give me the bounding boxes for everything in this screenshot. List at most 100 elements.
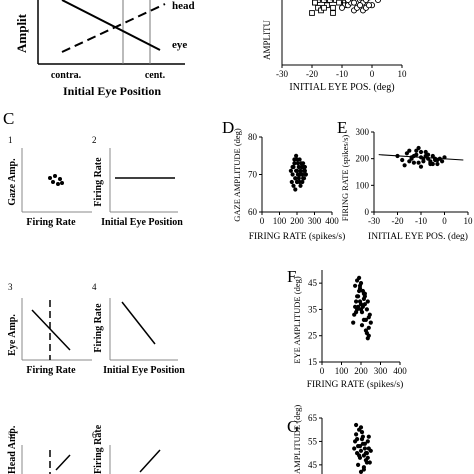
panel-e-ytick-label: 100	[356, 180, 370, 190]
panel-d-point	[301, 168, 307, 173]
panel-g-ytick-label: 45	[308, 460, 318, 470]
panel-d-xlabel: FIRING RATE (spikes/s)	[249, 231, 346, 242]
panel-g-point	[362, 446, 367, 451]
panel-e-point	[400, 157, 405, 163]
panel-g-point	[362, 441, 367, 446]
panel-g-ylabel: AMPLITUDE (deg)	[292, 405, 302, 474]
panel-d-point	[298, 168, 303, 173]
panel-e-yticks: 0 100 200 300	[356, 127, 374, 217]
top-right-square-point	[321, 0, 327, 3]
panel-f-xlabel: FIRING RATE (spikes/s)	[307, 379, 404, 390]
panel-g-point	[359, 430, 365, 435]
panel-e-points	[378, 145, 464, 169]
panel-g-point	[356, 462, 361, 467]
panel-d-point	[290, 172, 295, 177]
top-right-square-point	[315, 0, 321, 3]
panel-f-xtick-label: 100	[335, 366, 349, 376]
top-right-points	[309, 0, 382, 16]
top-right-square-point	[327, 0, 333, 3]
panel-f-point	[362, 302, 367, 307]
panel-e-point	[407, 148, 412, 153]
panel-d-yticks: 60 70 80	[248, 132, 262, 217]
panel-g: AMPLITUDE (deg) 45 55 65	[292, 405, 373, 474]
panel-d-point	[289, 179, 294, 185]
panel-d-point	[296, 172, 301, 177]
panel-letter-g: G	[287, 417, 299, 436]
top-right-square-point	[333, 0, 339, 3]
top-right-square-point	[330, 10, 336, 16]
schematic-4: 4 Firing Rate Initial Eye Position	[92, 282, 185, 376]
panel-f-point	[354, 310, 359, 315]
line-head	[61, 3, 166, 53]
panel-top-right: AMPLITU -30 -20 -10 0 10 INITIAL EYE POS. (d…	[262, 0, 407, 93]
panel-d-point	[301, 176, 307, 181]
panel-f-points	[351, 275, 373, 341]
panel-f-ylabel: EYE AMPLITUDE (deg)	[292, 276, 302, 364]
line-eye	[61, 0, 161, 51]
panel-f-point	[366, 315, 371, 320]
panel-g-ytick-label: 65	[308, 413, 318, 423]
panel-g-yticks: 45 55 65	[308, 413, 322, 470]
panel-f-xtick-label: 0	[320, 366, 325, 376]
panel-f-point	[365, 299, 370, 304]
panel-f-point	[366, 325, 371, 330]
panel-d-point	[295, 161, 300, 166]
panel-d-xtick-label: 200	[290, 216, 304, 226]
panel-g-point	[358, 469, 364, 474]
panel-f-point	[364, 307, 369, 312]
panel-f-point	[357, 286, 363, 291]
top-right-xlabel: INITIAL EYE POS. (deg)	[289, 82, 394, 93]
panel-g-point	[365, 455, 370, 460]
panel-f-ytick-label: 35	[308, 304, 318, 314]
panel-g-point	[354, 422, 359, 428]
schematic-6: 6 Firing Rate	[92, 424, 161, 474]
panel-g-point	[357, 444, 363, 449]
panel-d-ylabel: GAZE AMPLITUDE (deg)	[232, 128, 242, 222]
panel-f-ytick-label: 45	[308, 278, 318, 288]
panel-e-point	[416, 160, 421, 165]
panel-e-point	[414, 148, 419, 153]
panel-f-point	[368, 320, 373, 325]
schematic-5-num: 5	[8, 430, 13, 440]
schematic-3-ylabel: Eye Amp.	[7, 314, 18, 356]
top-right-circle-point	[365, 2, 373, 9]
panel-d-points	[288, 153, 308, 192]
panel-letter-d: D	[222, 118, 234, 137]
panel-d-point	[292, 161, 297, 166]
panel-f-point	[355, 294, 360, 299]
panel-g-point	[363, 451, 368, 456]
panel-g-point	[358, 425, 364, 430]
panel-d-point	[297, 157, 302, 162]
top-right-xtick-label: 0	[370, 69, 375, 79]
panel-e-point	[423, 153, 428, 159]
panel-e-point	[418, 149, 424, 155]
schematic-4-num: 4	[92, 282, 97, 292]
panel-f-point	[361, 291, 366, 296]
panel-d-xtick-label: 300	[308, 216, 322, 226]
top-right-square-point	[309, 10, 315, 16]
top-right-square-point	[336, 0, 342, 6]
panel-e-point	[423, 149, 428, 155]
panel-g-point	[364, 460, 369, 465]
panel-e-xlabel: INITIAL EYE POS. (deg)	[368, 231, 468, 242]
panel-g-points	[352, 422, 373, 474]
schematic-2: 2 Firing Rate Initial Eye Position	[92, 135, 183, 228]
schematic-3-line	[31, 309, 71, 351]
schematic-5: 5 Head Amp.	[7, 425, 71, 474]
panel-f-xtick-label: 300	[374, 366, 388, 376]
panel-letter-e: E	[337, 118, 347, 137]
panel-d-point	[293, 176, 298, 181]
panel-f-point	[353, 283, 358, 288]
top-right-xtick-label: -30	[276, 69, 288, 79]
schematic-1-num: 1	[8, 135, 13, 145]
panel-g-point	[361, 467, 366, 472]
panel-f-xtick-label: 200	[354, 366, 368, 376]
top-right-square-point	[312, 0, 318, 6]
schematic-1-xlabel: Firing Rate	[26, 217, 76, 228]
schematic-5-ylabel: Head Amp.	[7, 425, 18, 474]
panel-e-xticks: -30 -20 -10 0 10	[368, 212, 473, 226]
panel-e-point	[428, 161, 433, 167]
panel-d-point	[294, 153, 299, 158]
top-right-square-point	[339, 0, 345, 3]
label-head: head	[172, 0, 195, 12]
